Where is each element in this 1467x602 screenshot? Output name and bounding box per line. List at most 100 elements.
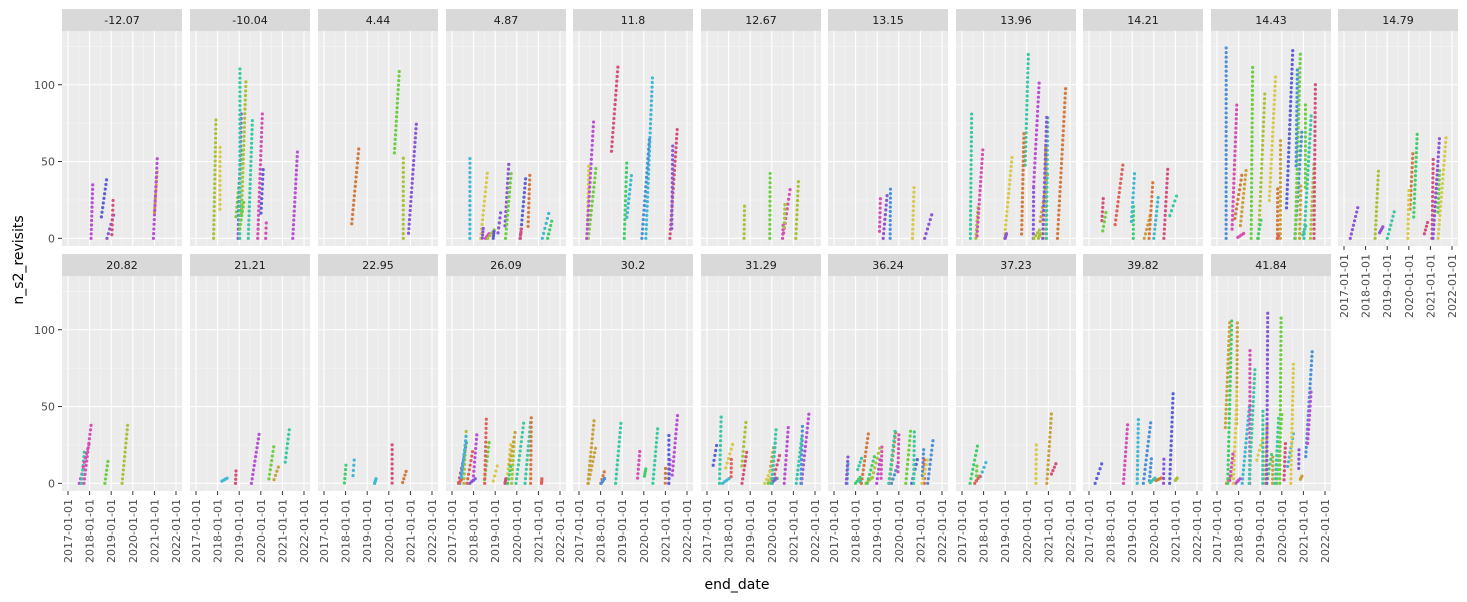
data-point [484,185,488,189]
data-point [1042,185,1046,189]
data-point [257,209,261,213]
data-point [524,177,528,181]
data-point [973,481,977,485]
data-point [393,133,398,137]
data-point [1260,148,1264,152]
data-point [496,231,500,235]
data-point [89,236,93,240]
data-point [1224,60,1228,64]
data-point [1297,452,1301,457]
data-point [1376,183,1380,187]
facet-strip [318,254,438,276]
data-point [1146,439,1151,444]
data-point [90,187,95,191]
data-point [1162,457,1166,461]
data-point [592,419,596,423]
data-point [927,472,931,476]
data-point [225,476,229,480]
data-point [591,194,595,199]
data-point [979,179,983,184]
data-point [905,462,910,466]
data-point [928,462,932,467]
data-point [468,194,472,198]
data-point [1025,89,1029,93]
data-point [1250,413,1255,417]
data-point [238,117,242,121]
data-point [1287,136,1291,141]
x-tick-label: 2021-01-01 [404,499,417,563]
data-point [258,167,262,171]
data-point [1435,177,1439,182]
facet-strip [190,9,310,31]
data-point [615,463,619,467]
data-point [474,437,479,441]
data-point [1224,106,1228,110]
facet-strip-label: 30.2 [621,259,646,272]
data-point [1232,177,1236,181]
data-point [1288,109,1292,113]
data-point [1131,200,1135,204]
data-point [1279,353,1283,357]
data-point [1036,100,1040,104]
data-point [1307,413,1312,417]
data-point [1250,149,1254,153]
data-point [672,450,676,454]
data-point [1310,359,1314,363]
data-point [1235,103,1239,107]
data-point [675,137,679,141]
data-point [1271,116,1276,120]
data-point [1239,178,1243,182]
data-point [609,149,614,153]
data-point [1041,227,1045,231]
data-point [287,432,291,437]
data-point [1224,162,1228,166]
data-point [1034,443,1038,447]
data-point [768,218,772,222]
data-point [911,227,915,231]
data-point [670,190,674,194]
data-point [1265,362,1270,366]
data-point [636,472,640,476]
data-point [878,458,882,462]
data-point [1274,458,1279,462]
data-point [888,192,893,196]
data-point [241,205,245,209]
data-point [1265,417,1269,421]
data-point [1271,455,1275,459]
data-point [866,477,871,481]
facet-strip [62,254,182,276]
data-point [1260,143,1265,147]
data-point [90,214,94,218]
data-point [238,168,242,172]
data-point [1232,463,1236,467]
data-point [343,468,348,472]
data-point [729,447,733,451]
data-point [243,116,247,120]
data-point [242,125,246,129]
data-point [214,122,218,127]
x-tick-label: 2022-01-01 [170,499,183,563]
data-point [623,217,627,222]
data-point [1271,130,1275,134]
data-point [1006,196,1010,200]
data-point [729,457,733,461]
data-point [1309,213,1314,217]
data-point [87,437,92,441]
data-point [1037,81,1041,85]
data-point [1062,115,1066,119]
data-point [1170,420,1174,424]
data-point [974,479,979,483]
data-point [259,144,263,148]
data-point [591,432,595,436]
data-point [238,222,243,226]
data-point [1437,137,1442,141]
data-point [1249,440,1253,445]
x-tick-label: 2019-01-01 [1381,254,1394,318]
data-point [100,210,104,214]
data-point [1308,377,1313,381]
data-point [625,161,629,165]
data-point [123,450,127,454]
data-point [1250,144,1254,148]
data-point [1291,362,1296,366]
data-point [1265,467,1269,472]
